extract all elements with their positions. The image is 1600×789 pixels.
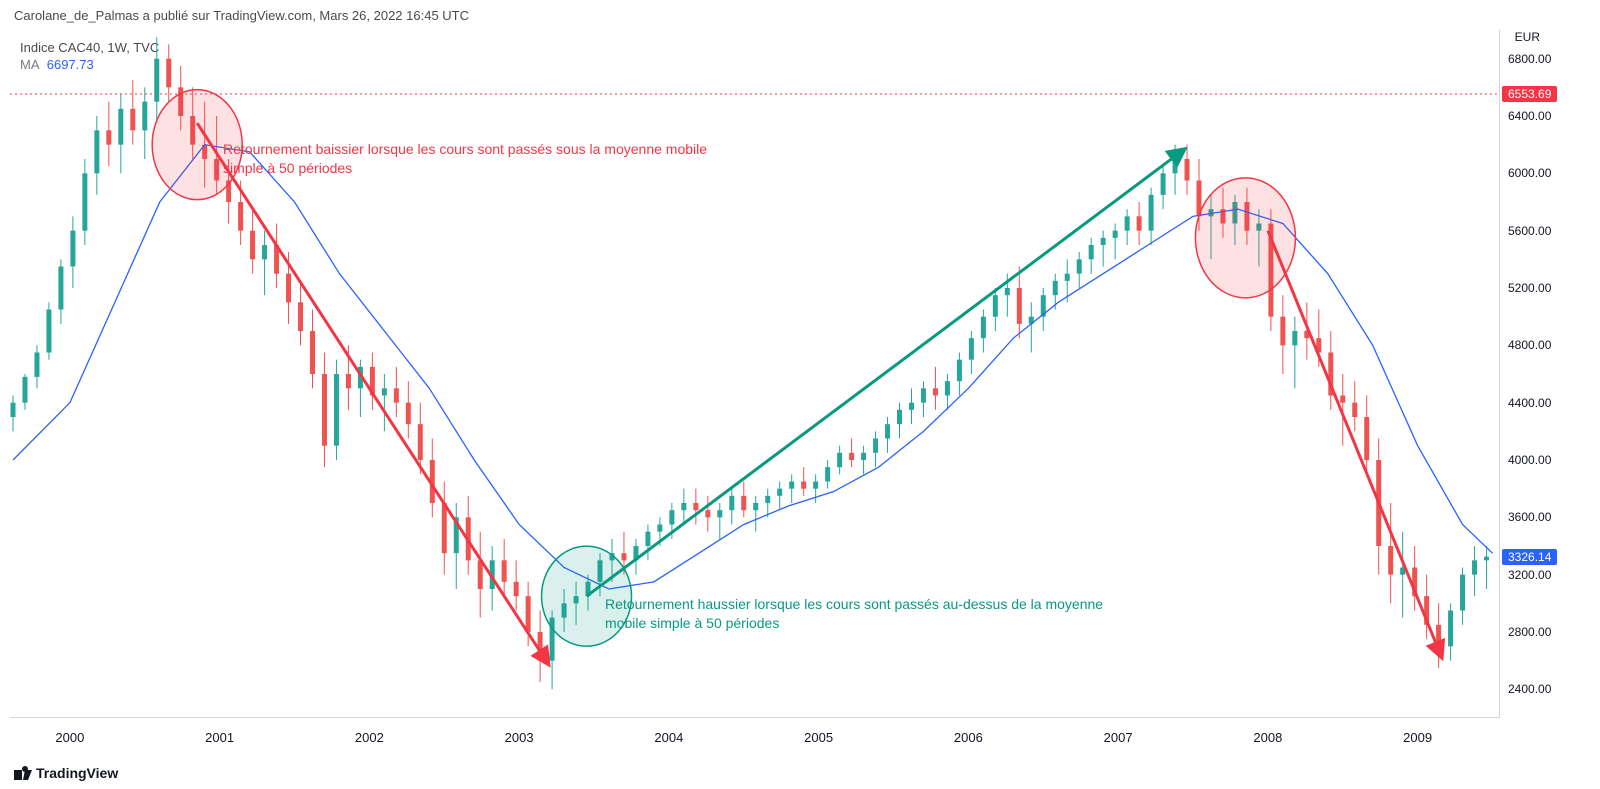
y-tick-label: 4800.00 [1508, 338, 1551, 352]
x-tick-label: 2004 [654, 730, 683, 745]
y-tick-label: 4000.00 [1508, 453, 1551, 467]
tradingview-logo: TradingView [14, 765, 118, 781]
x-tick-label: 2001 [205, 730, 234, 745]
chart-annotation: Retournement baissier lorsque les cours … [223, 140, 743, 178]
currency-label: EUR [1513, 30, 1542, 44]
x-tick-label: 2005 [804, 730, 833, 745]
x-tick-label: 2008 [1253, 730, 1282, 745]
y-tick-label: 6400.00 [1508, 109, 1551, 123]
y-tick-label: 4400.00 [1508, 396, 1551, 410]
y-tick-label: 5600.00 [1508, 224, 1551, 238]
x-tick-label: 2000 [55, 730, 84, 745]
x-tick-label: 2009 [1403, 730, 1432, 745]
y-tick-label: 3200.00 [1508, 568, 1551, 582]
x-tick-label: 2003 [505, 730, 534, 745]
y-tick-label: 3600.00 [1508, 510, 1551, 524]
publish-header: Carolane_de_Palmas a publié sur TradingV… [14, 8, 469, 23]
time-axis[interactable]: 2000 2001 2002 2003 2004 2005 2006 2007 2008 2009 [10, 718, 1500, 754]
price-axis[interactable]: EUR 2400.00 2800.00 3200.00 3600.00 4000.00 4… [1500, 30, 1590, 718]
y-tick-label: 6800.00 [1508, 52, 1551, 66]
price-marker: 3326.14 [1502, 549, 1557, 565]
tradingview-icon [14, 766, 32, 780]
y-tick-label: 2800.00 [1508, 625, 1551, 639]
x-tick-label: 2007 [1104, 730, 1133, 745]
y-tick-label: 6000.00 [1508, 166, 1551, 180]
y-tick-label: 5200.00 [1508, 281, 1551, 295]
y-tick-label: 2400.00 [1508, 682, 1551, 696]
x-tick-label: 2006 [954, 730, 983, 745]
chart-annotation: Retournement haussier lorsque les cours … [605, 595, 1125, 633]
x-tick-label: 2002 [355, 730, 384, 745]
price-marker: 6553.69 [1502, 86, 1557, 102]
